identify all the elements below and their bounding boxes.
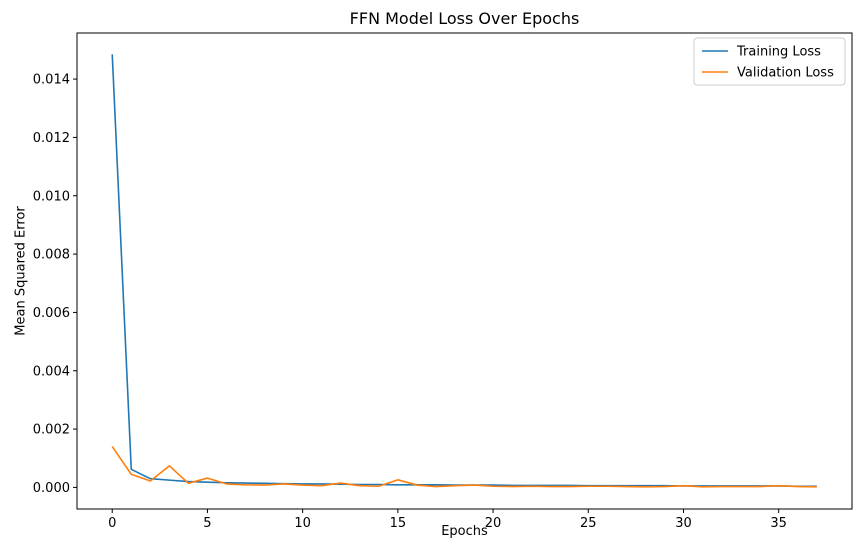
y-tick-label: 0.000 bbox=[33, 481, 70, 496]
y-axis-label: Mean Squared Error bbox=[14, 206, 29, 336]
x-tick-label: 0 bbox=[108, 516, 116, 531]
y-tick-label: 0.006 bbox=[33, 306, 70, 321]
y-axis-ticks: 0.000 0.002 0.004 0.006 0.008 0.010 0.012 0.014 bbox=[33, 73, 77, 496]
x-tick-label: 25 bbox=[580, 516, 597, 531]
x-tick-label: 10 bbox=[294, 516, 311, 531]
y-tick-label: 0.002 bbox=[33, 423, 70, 438]
x-axis-ticks: 0 5 10 15 20 25 30 35 bbox=[108, 509, 787, 531]
plot-series-group bbox=[111, 54, 817, 488]
x-tick-label: 20 bbox=[485, 516, 502, 531]
chart-title: FFN Model Loss Over Epochs bbox=[350, 9, 580, 28]
y-tick-label: 0.014 bbox=[33, 73, 70, 88]
y-tick-label: 0.004 bbox=[33, 364, 70, 379]
plot-frame bbox=[76, 32, 853, 510]
x-tick-label: 30 bbox=[675, 516, 692, 531]
legend: Training Loss Validation Loss bbox=[693, 37, 846, 86]
legend-box bbox=[693, 37, 846, 86]
x-axis-label: Epochs bbox=[441, 524, 488, 539]
training-loss-legend-label: Training Loss bbox=[736, 45, 821, 60]
x-tick-label: 15 bbox=[390, 516, 407, 531]
y-tick-label: 0.008 bbox=[33, 248, 70, 263]
y-tick-label: 0.012 bbox=[33, 131, 70, 146]
validation-loss-legend-label: Validation Loss bbox=[737, 66, 834, 81]
validation-loss-line bbox=[111, 446, 817, 488]
x-tick-label: 35 bbox=[770, 516, 787, 531]
y-tick-label: 0.010 bbox=[33, 189, 70, 204]
x-tick-label: 5 bbox=[203, 516, 211, 531]
